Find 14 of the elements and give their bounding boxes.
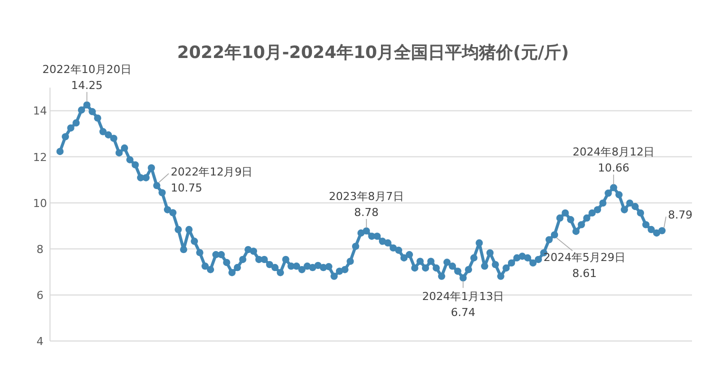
annotation: 2024年8月12日 10.66 (572, 146, 655, 175)
y-tick-label: 14 (33, 104, 47, 118)
annotation: 2022年10月20日 14.25 (42, 62, 132, 92)
y-tick-label: 6 (36, 288, 44, 302)
y-tick-label: 10 (33, 196, 47, 210)
chart-title: 2022年10月-2024年10月全国日平均猪价(元/斤) (177, 43, 569, 63)
annotation: 2022年12月9日 10.75 (170, 166, 253, 195)
y-tick-label: 8 (36, 242, 44, 256)
y-tick-label: 4 (36, 335, 44, 348)
text: 8.79 (668, 208, 692, 222)
y-tick-label: 12 (33, 150, 47, 164)
annotation: 2024年1月13日 6.74 (422, 290, 504, 319)
annotation: 2024年5月29日 8.61 (544, 250, 626, 280)
annotation: 2023年8月7日 8.78 (328, 190, 404, 219)
